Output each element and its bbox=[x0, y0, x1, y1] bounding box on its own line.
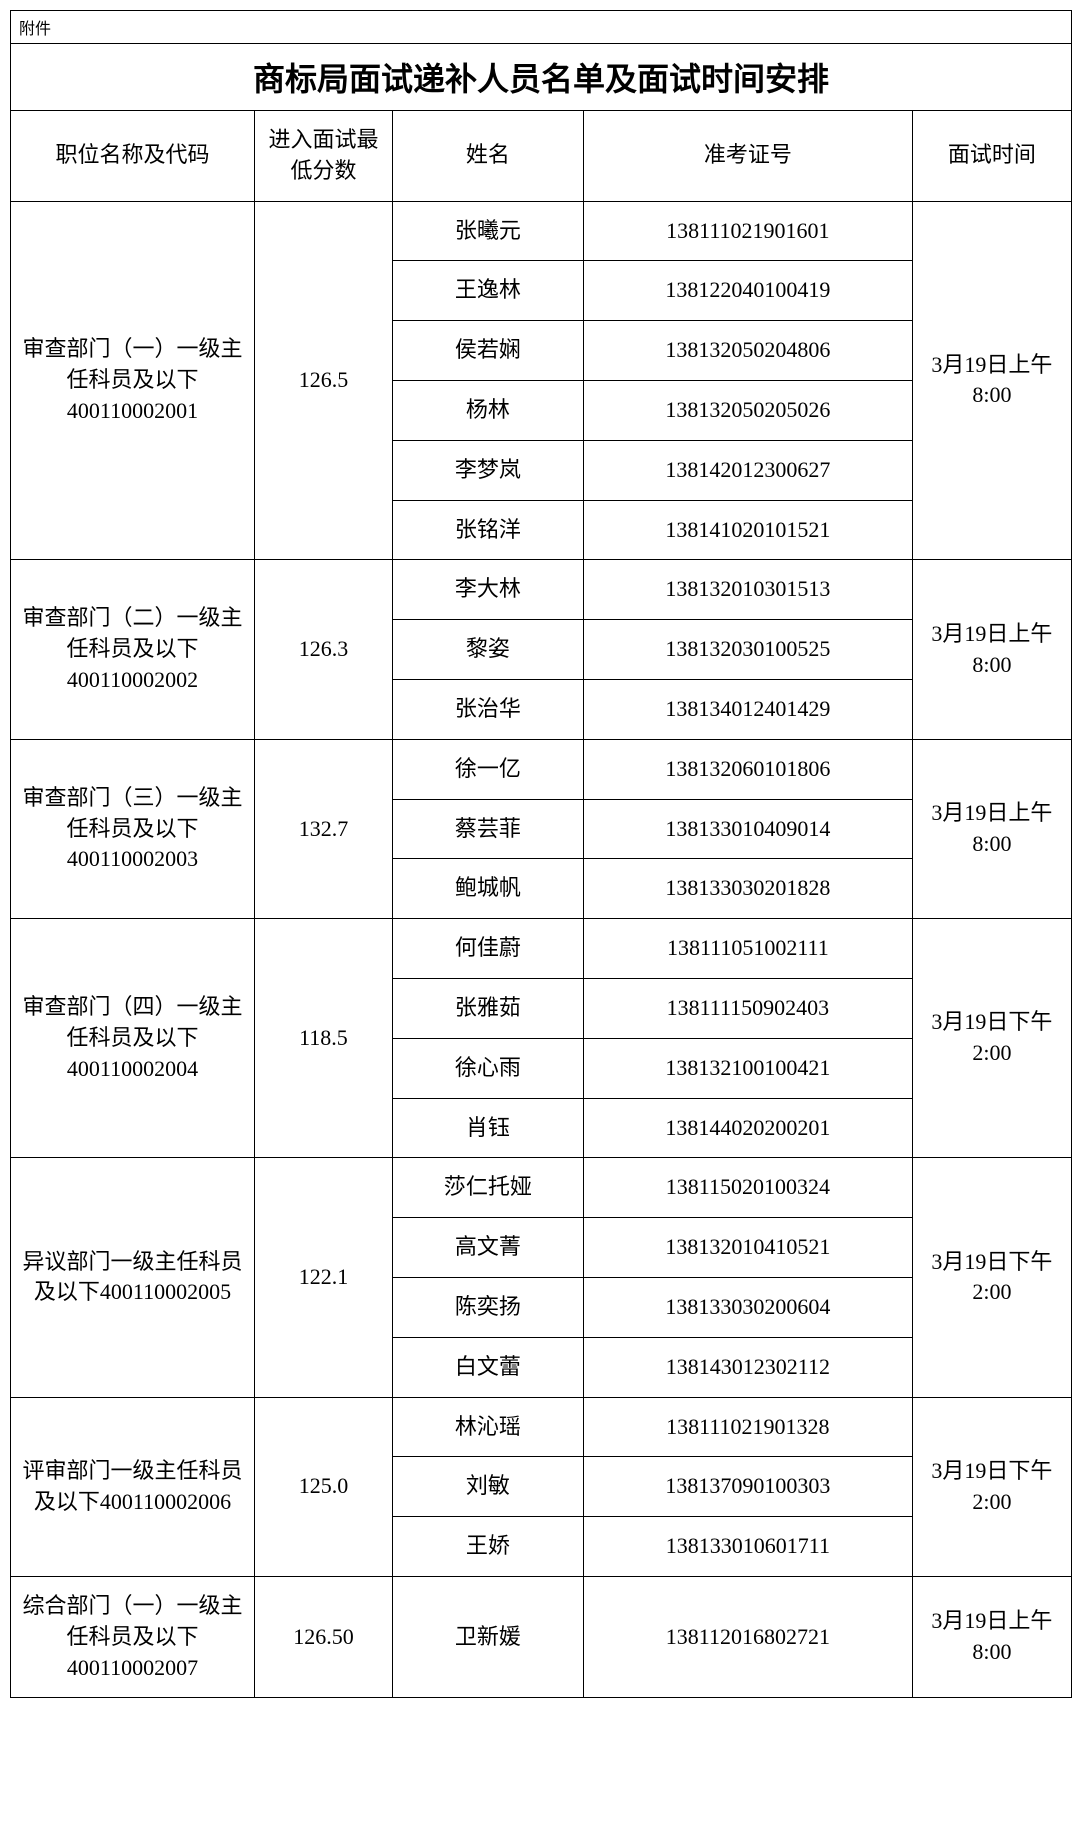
header-score: 进入面试最低分数 bbox=[255, 111, 393, 202]
cell-name: 张治华 bbox=[392, 679, 583, 739]
cell-exam: 138111021901328 bbox=[583, 1397, 912, 1457]
cell-exam: 138143012302112 bbox=[583, 1337, 912, 1397]
cell-exam: 138111051002111 bbox=[583, 919, 912, 979]
cell-exam: 138112016802721 bbox=[583, 1576, 912, 1697]
cell-name: 蔡芸菲 bbox=[392, 799, 583, 859]
cell-time: 3月19日上午8:00 bbox=[912, 560, 1071, 739]
cell-score: 118.5 bbox=[255, 919, 393, 1158]
table-header-row: 职位名称及代码 进入面试最低分数 姓名 准考证号 面试时间 bbox=[11, 111, 1072, 202]
cell-exam: 138133030200604 bbox=[583, 1277, 912, 1337]
table-row: 异议部门一级主任科员及以下400110002005122.1莎仁托娅138115… bbox=[11, 1158, 1072, 1218]
cell-score: 122.1 bbox=[255, 1158, 393, 1397]
header-exam: 准考证号 bbox=[583, 111, 912, 202]
table-row: 审查部门（三）一级主任科员及以下400110002003132.7徐一亿1381… bbox=[11, 739, 1072, 799]
interview-table: 职位名称及代码 进入面试最低分数 姓名 准考证号 面试时间 审查部门（一）一级主… bbox=[10, 110, 1072, 1698]
cell-name: 肖钰 bbox=[392, 1098, 583, 1158]
cell-name: 徐一亿 bbox=[392, 739, 583, 799]
cell-exam: 138144020200201 bbox=[583, 1098, 912, 1158]
cell-exam: 138132050205026 bbox=[583, 380, 912, 440]
cell-time: 3月19日下午2:00 bbox=[912, 1158, 1071, 1397]
table-row: 审查部门（四）一级主任科员及以下400110002004118.5何佳蔚1381… bbox=[11, 919, 1072, 979]
cell-name: 何佳蔚 bbox=[392, 919, 583, 979]
table-row: 综合部门（一）一级主任科员及以下400110002007126.50卫新媛138… bbox=[11, 1576, 1072, 1697]
cell-exam: 138142012300627 bbox=[583, 440, 912, 500]
cell-position: 综合部门（一）一级主任科员及以下400110002007 bbox=[11, 1576, 255, 1697]
table-row: 审查部门（一）一级主任科员及以下400110002001126.5张曦元1381… bbox=[11, 201, 1072, 261]
cell-name: 王逸林 bbox=[392, 261, 583, 321]
cell-position: 审查部门（四）一级主任科员及以下400110002004 bbox=[11, 919, 255, 1158]
cell-score: 126.5 bbox=[255, 201, 393, 560]
cell-time: 3月19日上午8:00 bbox=[912, 739, 1071, 918]
cell-exam: 138132010301513 bbox=[583, 560, 912, 620]
cell-position: 审查部门（二）一级主任科员及以下400110002002 bbox=[11, 560, 255, 739]
header-position: 职位名称及代码 bbox=[11, 111, 255, 202]
cell-exam: 138134012401429 bbox=[583, 679, 912, 739]
cell-score: 126.50 bbox=[255, 1576, 393, 1697]
table-row: 审查部门（二）一级主任科员及以下400110002002126.3李大林1381… bbox=[11, 560, 1072, 620]
cell-exam: 138132030100525 bbox=[583, 620, 912, 680]
cell-name: 刘敏 bbox=[392, 1457, 583, 1517]
cell-name: 莎仁托娅 bbox=[392, 1158, 583, 1218]
cell-time: 3月19日下午2:00 bbox=[912, 919, 1071, 1158]
cell-exam: 138111150902403 bbox=[583, 978, 912, 1038]
cell-position: 评审部门一级主任科员及以下400110002006 bbox=[11, 1397, 255, 1576]
cell-time: 3月19日上午8:00 bbox=[912, 1576, 1071, 1697]
cell-exam: 138133010601711 bbox=[583, 1517, 912, 1577]
cell-time: 3月19日下午2:00 bbox=[912, 1397, 1071, 1576]
cell-name: 张曦元 bbox=[392, 201, 583, 261]
cell-position: 审查部门（一）一级主任科员及以下400110002001 bbox=[11, 201, 255, 560]
page-title: 商标局面试递补人员名单及面试时间安排 bbox=[10, 43, 1072, 110]
table-row: 评审部门一级主任科员及以下400110002006125.0林沁瑶1381110… bbox=[11, 1397, 1072, 1457]
cell-score: 132.7 bbox=[255, 739, 393, 918]
cell-name: 杨林 bbox=[392, 380, 583, 440]
cell-name: 卫新媛 bbox=[392, 1576, 583, 1697]
cell-exam: 138133030201828 bbox=[583, 859, 912, 919]
table-body: 审查部门（一）一级主任科员及以下400110002001126.5张曦元1381… bbox=[11, 201, 1072, 1698]
cell-exam: 138115020100324 bbox=[583, 1158, 912, 1218]
attachment-label: 附件 bbox=[10, 10, 1072, 43]
cell-time: 3月19日上午8:00 bbox=[912, 201, 1071, 560]
cell-exam: 138132100100421 bbox=[583, 1038, 912, 1098]
cell-exam: 138132050204806 bbox=[583, 321, 912, 381]
cell-exam: 138111021901601 bbox=[583, 201, 912, 261]
cell-name: 白文蕾 bbox=[392, 1337, 583, 1397]
cell-name: 李梦岚 bbox=[392, 440, 583, 500]
cell-exam: 138132060101806 bbox=[583, 739, 912, 799]
cell-position: 审查部门（三）一级主任科员及以下400110002003 bbox=[11, 739, 255, 918]
cell-name: 李大林 bbox=[392, 560, 583, 620]
cell-score: 126.3 bbox=[255, 560, 393, 739]
header-time: 面试时间 bbox=[912, 111, 1071, 202]
cell-name: 徐心雨 bbox=[392, 1038, 583, 1098]
cell-name: 张铭洋 bbox=[392, 500, 583, 560]
cell-name: 林沁瑶 bbox=[392, 1397, 583, 1457]
cell-name: 鲍城帆 bbox=[392, 859, 583, 919]
cell-exam: 138132010410521 bbox=[583, 1218, 912, 1278]
cell-exam: 138141020101521 bbox=[583, 500, 912, 560]
cell-name: 黎姿 bbox=[392, 620, 583, 680]
cell-name: 高文菁 bbox=[392, 1218, 583, 1278]
cell-exam: 138133010409014 bbox=[583, 799, 912, 859]
cell-exam: 138137090100303 bbox=[583, 1457, 912, 1517]
header-name: 姓名 bbox=[392, 111, 583, 202]
cell-name: 陈奕扬 bbox=[392, 1277, 583, 1337]
cell-name: 王娇 bbox=[392, 1517, 583, 1577]
cell-name: 侯若娴 bbox=[392, 321, 583, 381]
cell-exam: 138122040100419 bbox=[583, 261, 912, 321]
cell-name: 张雅茹 bbox=[392, 978, 583, 1038]
cell-score: 125.0 bbox=[255, 1397, 393, 1576]
cell-position: 异议部门一级主任科员及以下400110002005 bbox=[11, 1158, 255, 1397]
